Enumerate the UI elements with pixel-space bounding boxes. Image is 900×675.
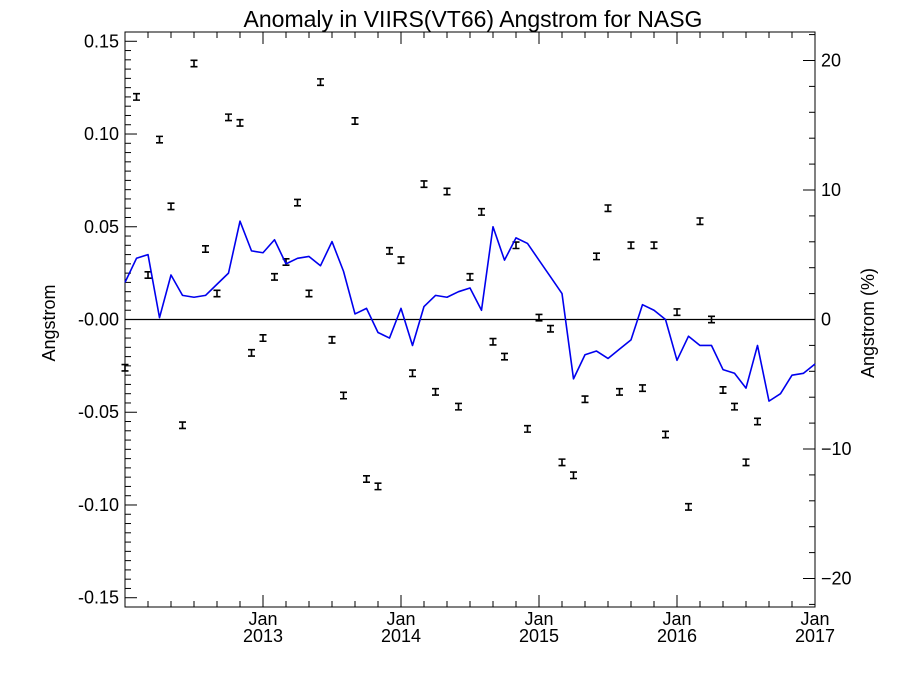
chart-title: Anomaly in VIIRS(VT66) Angstrom for NASG bbox=[244, 6, 703, 32]
y-right-tick-label: 10 bbox=[821, 180, 841, 200]
errorbar-point bbox=[616, 387, 623, 396]
errorbar-point bbox=[397, 256, 405, 265]
x-tick-label-month: Jan bbox=[662, 609, 691, 629]
errorbar-point bbox=[294, 198, 301, 207]
errorbar-point bbox=[478, 207, 485, 216]
errorbar-point bbox=[305, 289, 313, 298]
errorbar-point bbox=[121, 363, 129, 372]
errorbar-point bbox=[754, 417, 761, 426]
errorbar-point bbox=[386, 246, 393, 255]
errorbar-point bbox=[225, 113, 232, 122]
errorbar-point bbox=[547, 324, 554, 333]
y-tick-label: 0.05 bbox=[84, 217, 119, 237]
errorbar-point bbox=[455, 402, 462, 411]
errorbar-point bbox=[581, 395, 589, 404]
x-tick-label-year: 2013 bbox=[243, 626, 283, 646]
x-tick-label-month: Jan bbox=[248, 609, 277, 629]
errorbar-point bbox=[420, 180, 428, 189]
errorbar-point bbox=[328, 335, 336, 344]
x-tick-label-month: Jan bbox=[800, 609, 829, 629]
series-line bbox=[124, 220, 816, 402]
x-tick-label-month: Jan bbox=[524, 609, 553, 629]
y-right-tick-label: 0 bbox=[821, 310, 831, 330]
y-right-tick-label: −20 bbox=[821, 569, 852, 589]
x-tick-label-year: 2015 bbox=[519, 626, 559, 646]
errorbar-point bbox=[662, 430, 669, 439]
errorbar-point bbox=[156, 135, 163, 144]
errorbar-point bbox=[593, 252, 600, 261]
errorbar-point bbox=[627, 241, 635, 250]
errorbar-point bbox=[535, 313, 543, 322]
errorbar-point bbox=[202, 245, 209, 254]
errorbar-point bbox=[179, 421, 186, 430]
y-axis-label: Angstrom bbox=[39, 284, 59, 361]
y-tick-label: -0.00 bbox=[78, 310, 119, 330]
errorbar-point bbox=[167, 202, 175, 211]
axes: 0.15 0.10 0.05 -0.00 -0.05 -0.10 -0.15 20 10 0 −10… bbox=[78, 31, 852, 646]
y-right-tick-label: −10 bbox=[821, 439, 852, 459]
errorbar-point bbox=[190, 59, 198, 68]
y-tick-label: 0.15 bbox=[84, 31, 119, 51]
errorbar-point bbox=[673, 308, 681, 317]
x-tick-label-year: 2014 bbox=[381, 626, 421, 646]
errorbar-point bbox=[259, 334, 267, 343]
errorbar-point bbox=[570, 471, 577, 480]
errorbar-point bbox=[501, 352, 508, 361]
errorbar-point bbox=[236, 118, 244, 127]
errorbar-point bbox=[558, 458, 566, 467]
errorbar-point bbox=[466, 272, 474, 281]
errorbar-point bbox=[351, 117, 359, 126]
errorbar-point bbox=[742, 458, 750, 467]
x-tick-label-year: 2017 bbox=[795, 626, 835, 646]
y-right-tick-label: 20 bbox=[821, 50, 841, 70]
errorbar-point bbox=[213, 289, 221, 298]
errorbar-point bbox=[650, 241, 658, 250]
errorbar-point bbox=[489, 337, 497, 346]
errorbar-point bbox=[604, 204, 612, 213]
errorbar-point bbox=[443, 187, 451, 196]
errorbar-point bbox=[708, 315, 715, 324]
errorbar-point bbox=[685, 502, 692, 511]
errorbar-point bbox=[271, 272, 278, 281]
x-tick-label-year: 2016 bbox=[657, 626, 697, 646]
errorbar-point bbox=[248, 348, 255, 357]
errorbar-point bbox=[317, 78, 324, 87]
y-tick-label: 0.10 bbox=[84, 124, 119, 144]
errorbar-point bbox=[144, 270, 152, 279]
errorbar-point bbox=[719, 385, 727, 394]
y-right-axis-label: Angstrom (%) bbox=[858, 268, 878, 378]
errorbar-point bbox=[639, 384, 646, 393]
errorbar-point bbox=[524, 424, 531, 433]
plot-marks bbox=[121, 59, 816, 511]
x-tick-label-month: Jan bbox=[386, 609, 415, 629]
errorbar-point bbox=[374, 482, 382, 491]
errorbar-point bbox=[363, 475, 370, 484]
errorbar-point bbox=[340, 391, 347, 400]
errorbar-point bbox=[432, 387, 439, 396]
y-tick-label: -0.05 bbox=[78, 402, 119, 422]
errorbar-point bbox=[696, 217, 704, 226]
y-tick-label: -0.10 bbox=[78, 495, 119, 515]
errorbar-point bbox=[409, 369, 416, 378]
errorbar-point bbox=[133, 92, 140, 101]
errorbar-point bbox=[731, 402, 738, 411]
y-tick-label: -0.15 bbox=[78, 588, 119, 608]
